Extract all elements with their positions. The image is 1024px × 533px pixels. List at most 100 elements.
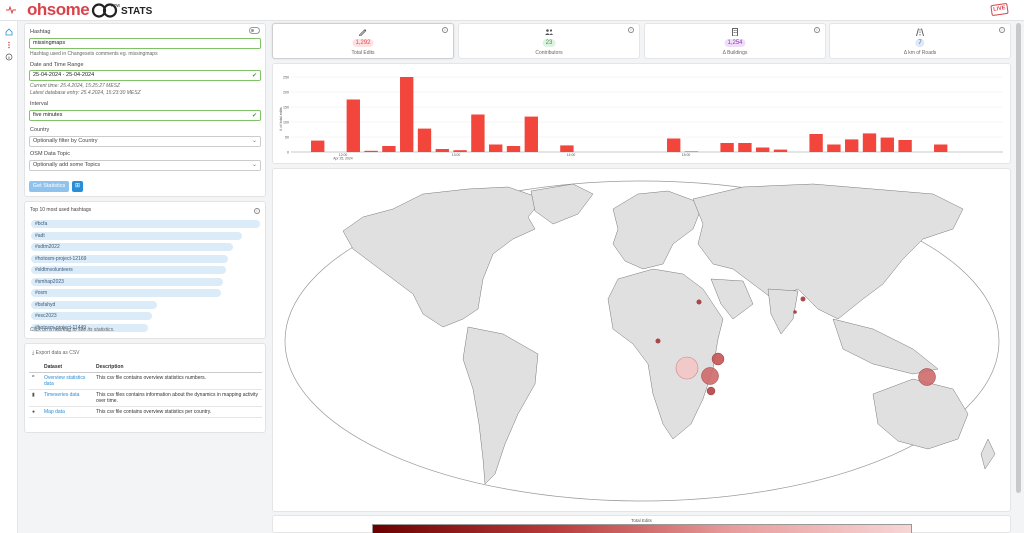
export-row: ❞ Overview statistics data This csv file c… (29, 372, 262, 390)
info-icon[interactable]: i (999, 27, 1005, 33)
interval-value: five minutes (33, 112, 63, 118)
mode-toggle[interactable] (249, 27, 260, 34)
chart-bar (773, 149, 788, 152)
map-marker[interactable] (675, 356, 699, 380)
map-marker[interactable] (706, 386, 716, 396)
export-link[interactable]: Timeseries data (41, 389, 93, 407)
topic-placeholder: Optionally add some Topics (33, 162, 101, 168)
x-tick-label: Apr 25, 2024 (333, 157, 353, 161)
map-europe (612, 190, 704, 270)
chart-bar (524, 116, 538, 152)
users-icon (545, 29, 553, 35)
map-south-america (462, 326, 539, 485)
map-marker[interactable] (793, 310, 797, 314)
current-time-text: Current time: 25.4.2024, 15:25:27 MESZ (30, 83, 121, 89)
pulse-icon[interactable] (6, 6, 16, 14)
road-icon (916, 28, 924, 36)
map-marker[interactable] (800, 296, 806, 302)
hashtag-pill[interactable]: #smhap2023 (31, 277, 223, 286)
export-link[interactable]: Map data (41, 406, 93, 418)
map-marker[interactable] (655, 338, 661, 344)
chart-bar (898, 140, 912, 152)
map-india (767, 288, 799, 335)
hashtag-pill[interactable]: #hotosm-project-11449 (31, 323, 148, 332)
stat-label: Total Edits (351, 50, 375, 56)
y-tick-label: 200 (283, 91, 289, 95)
chart-bar (453, 150, 467, 152)
chart-bar (738, 143, 752, 152)
legend-title: Total Edits (631, 518, 652, 523)
hashtag-pill[interactable]: #osm (31, 289, 221, 297)
home-icon[interactable] (5, 28, 13, 36)
export-link[interactable]: Overview statistics data (41, 372, 93, 390)
chart-bar (382, 146, 396, 152)
chart-bar (684, 151, 699, 152)
share-button[interactable]: ⊞ (72, 181, 83, 192)
chart-bar (417, 128, 432, 152)
chart-bar (720, 143, 734, 152)
hashtag-pill[interactable]: #bsfahyd (31, 300, 157, 309)
ohsome-logo-icon (91, 3, 118, 18)
page-scrollbar[interactable] (1016, 23, 1021, 493)
map-north-america (342, 186, 544, 328)
date-range-label: Date and Time Range (30, 62, 84, 68)
check-icon: ✔ (251, 113, 257, 119)
map-africa (607, 268, 724, 440)
info-icon[interactable] (5, 53, 13, 61)
dots-icon[interactable] (5, 41, 13, 49)
check-icon: ✔ (251, 73, 257, 79)
chart-bar (471, 114, 485, 152)
y-tick-label: 250 (283, 76, 289, 80)
chart-bar (880, 137, 894, 152)
chart-bar (809, 134, 823, 152)
map-new-zealand (980, 438, 996, 470)
country-select[interactable]: Optionally filter by Country ⌄ (29, 136, 261, 147)
map-marker[interactable] (696, 299, 702, 305)
hashtag-input[interactable]: missingmaps (29, 38, 261, 49)
map-greenland (530, 183, 594, 225)
topic-label: OSM Data Topic (30, 151, 70, 157)
interval-select[interactable]: five minutes ✔ (29, 110, 261, 121)
hashtag-pill[interactable]: #hotosm-project-12169 (31, 254, 228, 263)
world-map[interactable] (273, 169, 1011, 512)
info-icon[interactable]: i (442, 27, 448, 33)
get-statistics-button[interactable]: Get Statistics (29, 181, 69, 192)
timeseries-chart-panel: # of total edits 0 50 100 150 200 250 12:00 Apr … (272, 63, 1011, 164)
chevron-down-icon: ⌄ (251, 138, 257, 144)
chart-bar (489, 144, 503, 152)
x-tick-label: 13:00 (452, 153, 461, 157)
map-legend: Total Edits (272, 515, 1011, 533)
chart-bar (667, 138, 681, 152)
export-row: ● Map data This csv file contains overview… (29, 406, 262, 418)
hashtag-pill[interactable]: #esc2023 (31, 312, 152, 320)
info-icon[interactable]: i (814, 27, 820, 33)
hashtag-pill[interactable]: #bcfa (31, 220, 260, 228)
date-range-input[interactable]: 25-04-2024 - 25-04-2024 ✔ (29, 70, 261, 81)
chart-bar (845, 139, 859, 152)
hashtag-hint: Hashtag used in Changesets comments eg. … (30, 51, 158, 57)
stat-card[interactable]: 1,254 Δ Buildings i (644, 23, 826, 59)
stat-value: 23 (542, 39, 556, 47)
stat-card[interactable]: 23 Contributors i (458, 23, 640, 59)
map-marker[interactable] (918, 368, 936, 386)
info-icon[interactable]: i (628, 27, 634, 33)
stat-card[interactable]: 1,292 Total Edits i (272, 23, 454, 59)
map-marker[interactable] (701, 367, 719, 385)
chart-bar (756, 147, 770, 152)
export-description: This csv file contains overview statisti… (93, 406, 262, 418)
stat-label: Contributors (535, 50, 563, 56)
hashtag-pill[interactable]: #adt (31, 231, 242, 240)
map-asia (692, 183, 964, 320)
edit-icon (359, 29, 367, 36)
map-marker[interactable] (711, 352, 725, 366)
topic-select[interactable]: Optionally add some Topics ⌄ (29, 160, 261, 171)
logo-now: now (111, 3, 121, 9)
hashtag-pill[interactable]: #sldtmvolunteers (31, 266, 226, 274)
y-tick-label: 0 (287, 151, 289, 155)
stat-value: 1,254 (724, 39, 746, 47)
stat-card[interactable]: 7 Δ km of Roads i (829, 23, 1011, 59)
info-icon[interactable]: i (254, 208, 260, 214)
app-header: ohsome now STATS LIVE (0, 0, 1024, 21)
y-tick-label: 150 (283, 106, 289, 110)
hashtag-pill[interactable]: #sdtm2022 (31, 243, 233, 251)
